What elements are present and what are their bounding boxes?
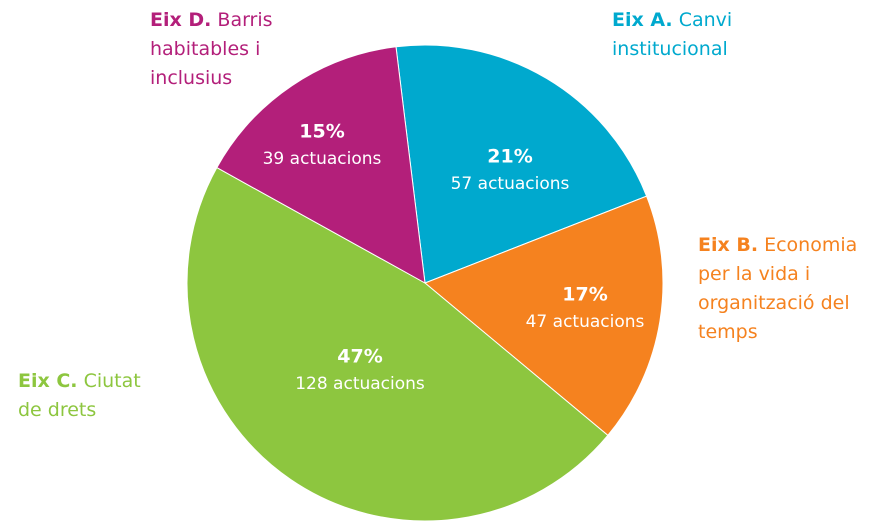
- category-label: Eix C. Ciutat de drets: [18, 367, 158, 425]
- category-name: Canvi institucional: [612, 9, 733, 60]
- slice-count: 128 actuacions: [295, 374, 425, 394]
- slice-percent: 15%: [299, 121, 344, 143]
- category-code: Eix B.: [698, 234, 759, 256]
- slice-count: 39 actuacions: [263, 149, 382, 169]
- slice-percent: 21%: [487, 146, 532, 168]
- category-label: Eix B. Economia per la vida i organitzac…: [698, 231, 888, 347]
- pie-slice: [186, 166, 609, 522]
- category-code: Eix D.: [150, 9, 212, 31]
- category-name: Economia per la vida i organització del …: [698, 234, 858, 343]
- slice-count: 47 actuacions: [526, 312, 645, 332]
- slice-percent: 47%: [337, 346, 382, 368]
- category-name: Barris habitables i inclusius: [150, 9, 273, 89]
- category-label: Eix D. Barris habitables i inclusius: [150, 6, 290, 93]
- slice-count: 57 actuacions: [451, 174, 570, 194]
- category-label: Eix A. Canvi institucional: [612, 6, 762, 64]
- pie-slice: [395, 44, 648, 284]
- slice-percent: 17%: [562, 284, 607, 306]
- category-name: Ciutat de drets: [18, 370, 141, 421]
- category-code: Eix A.: [612, 9, 673, 31]
- pie-slice: [424, 195, 664, 437]
- pie-slice: [216, 46, 426, 284]
- category-code: Eix C.: [18, 370, 78, 392]
